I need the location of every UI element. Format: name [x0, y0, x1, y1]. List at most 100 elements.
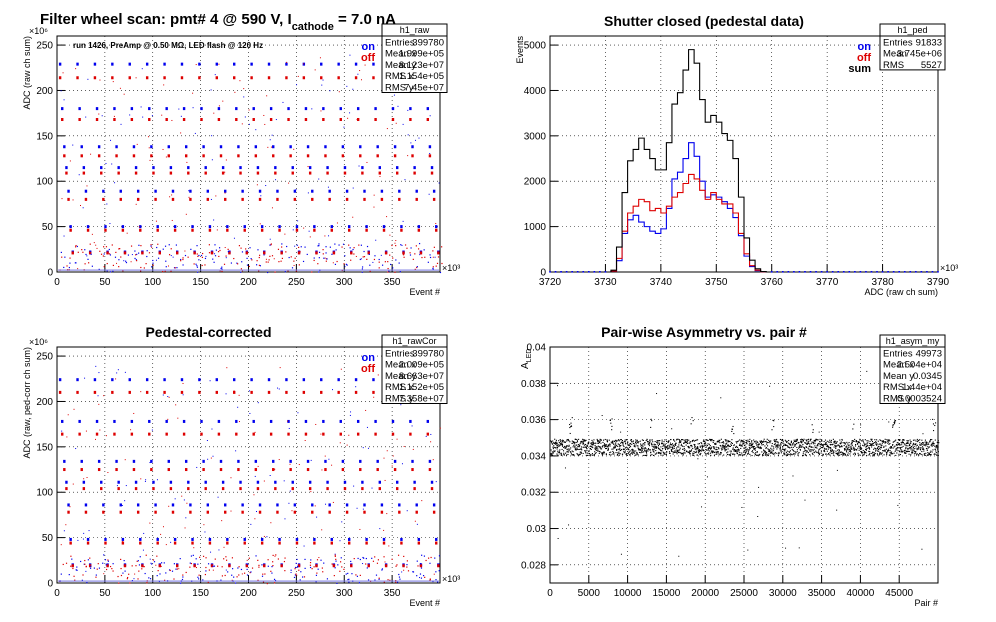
- scatter-point: [97, 395, 99, 397]
- data-point-on: [243, 225, 246, 229]
- asym-point: [802, 446, 804, 448]
- asym-point: [629, 446, 632, 448]
- asym-point: [688, 451, 690, 453]
- asym-point: [884, 450, 886, 452]
- noise-point: [432, 250, 434, 252]
- asym-point: [876, 443, 878, 445]
- baseline-marker: [865, 271, 867, 273]
- asym-point: [839, 445, 841, 447]
- asym-point: [815, 450, 817, 452]
- asym-point: [912, 444, 914, 446]
- data-point-off: [396, 487, 399, 491]
- data-point-off: [193, 564, 196, 568]
- asym-point: [867, 442, 869, 444]
- panel-title: Pedestal-corrected: [145, 324, 271, 340]
- noise-point: [165, 572, 167, 574]
- asym-point: [769, 449, 771, 451]
- asym-point: [908, 453, 910, 455]
- noise-point: [293, 576, 296, 579]
- data-point-off: [237, 468, 240, 472]
- noise-point: [66, 265, 68, 267]
- asym-point: [845, 446, 847, 448]
- asym-point: [931, 445, 933, 447]
- data-point-off: [111, 76, 114, 80]
- noise-point: [369, 270, 371, 272]
- noise-point: [182, 258, 184, 261]
- panel-ped: 3720 3730 3740 3750 3760 3770 3780 379001000200…: [515, 13, 958, 297]
- asym-point: [601, 448, 603, 450]
- baseline-marker: [804, 271, 806, 273]
- asym-point: [680, 453, 683, 455]
- noise-point: [420, 567, 423, 569]
- scatter-point: [180, 115, 182, 117]
- asym-point: [889, 446, 891, 449]
- asym-point: [923, 448, 925, 450]
- data-point-off: [228, 251, 231, 255]
- scatter-point: [321, 529, 323, 531]
- asym-point: [556, 445, 558, 447]
- data-point-off: [258, 510, 262, 514]
- asym-point: [852, 448, 855, 450]
- noise-point: [221, 266, 223, 268]
- x-tick-label: 3740: [650, 277, 673, 288]
- noise-point: [240, 247, 242, 249]
- asym-point: [614, 447, 616, 449]
- asym-point: [868, 450, 870, 452]
- data-point-off: [208, 228, 212, 232]
- asym-point: [597, 445, 599, 447]
- asym-point: [927, 454, 929, 456]
- asym-point: [877, 440, 879, 442]
- noise-point: [238, 574, 240, 576]
- x-axis-exponent: ×10³: [940, 263, 958, 273]
- asym-outlier: [871, 443, 873, 445]
- asym-point: [555, 442, 557, 444]
- noise-point: [420, 563, 422, 565]
- asym-point: [707, 449, 710, 451]
- asym-point: [599, 446, 601, 448]
- noise-point: [361, 271, 363, 273]
- noise-point: [187, 256, 189, 258]
- scatter-point: [349, 54, 351, 56]
- asym-point: [612, 453, 614, 455]
- asym-outlier: [744, 449, 746, 451]
- asym-outlier: [897, 504, 899, 506]
- noise-point: [281, 243, 283, 245]
- asym-point: [816, 451, 818, 454]
- scatter-point: [319, 57, 321, 59]
- asym-point: [861, 440, 863, 442]
- asym-point: [600, 439, 602, 441]
- noise-point: [298, 569, 300, 571]
- data-point-off: [245, 564, 249, 568]
- data-point-off: [141, 564, 144, 568]
- noise-point: [125, 260, 127, 262]
- asym-point: [670, 449, 672, 451]
- data-point-on: [191, 225, 194, 229]
- asym-point: [683, 452, 685, 454]
- noise-point: [274, 271, 276, 273]
- asym-point: [580, 451, 582, 453]
- noise-point: [93, 567, 95, 569]
- data-point-off: [287, 432, 290, 436]
- asym-point: [926, 441, 928, 443]
- scatter-point: [233, 237, 235, 239]
- asym-point: [921, 439, 923, 441]
- asym-point: [840, 442, 842, 444]
- asym-point: [906, 442, 908, 444]
- asym-point: [850, 445, 852, 447]
- asym-point: [925, 447, 928, 450]
- asym-point: [664, 453, 666, 455]
- asym-point: [905, 448, 907, 450]
- asym-point: [932, 423, 935, 425]
- scatter-point: [269, 139, 271, 141]
- asym-point: [698, 449, 701, 451]
- asym-point: [594, 442, 596, 444]
- asym-point: [836, 445, 838, 447]
- asym-point: [587, 443, 589, 445]
- scatter-point: [401, 463, 403, 465]
- asym-point: [673, 446, 675, 448]
- asym-point: [759, 453, 761, 455]
- noise-point: [429, 256, 432, 259]
- asym-point: [775, 446, 777, 448]
- scatter-point: [134, 573, 136, 575]
- asym-point: [587, 452, 589, 454]
